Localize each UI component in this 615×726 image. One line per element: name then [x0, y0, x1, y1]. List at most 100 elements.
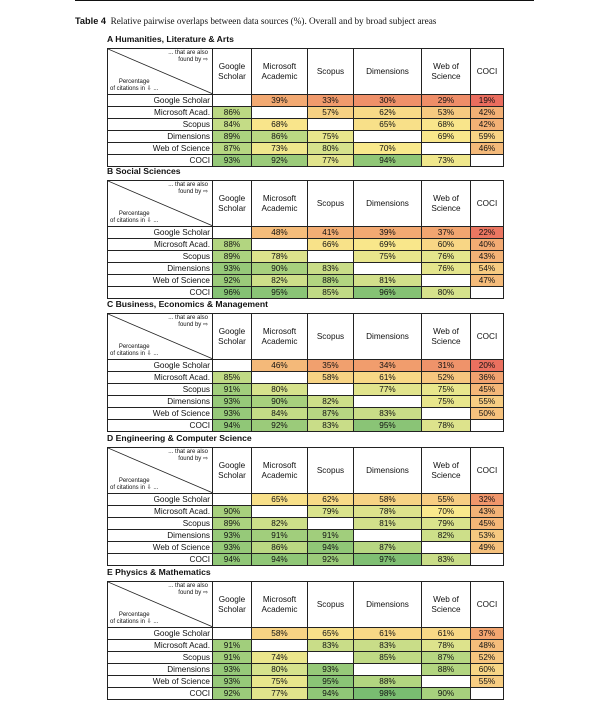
overlap-cell: 88% — [212, 238, 252, 251]
row-label: Dimensions — [107, 395, 213, 408]
overlap-cell: 22% — [470, 226, 504, 239]
overlap-cell: 60% — [421, 238, 471, 251]
column-header-line: Google — [218, 193, 246, 203]
row-label: COCI — [107, 286, 213, 299]
overlap-cell: 86% — [251, 130, 308, 143]
overlap-cell: 80% — [421, 286, 471, 299]
corner-cell: ... that are also found by ⇨ Percentage of … — [107, 447, 213, 494]
overlap-cell: 78% — [421, 639, 471, 652]
row-label: COCI — [107, 419, 213, 432]
corner-bottom-line2: of citations in ⇩ ... — [110, 485, 159, 491]
column-header: Google Scholar — [212, 447, 252, 494]
overlap-cell: 65% — [251, 493, 308, 506]
corner-bottom-label: Percentage of citations in ⇩ ... — [110, 478, 158, 492]
column-header-line: Web of — [433, 193, 459, 203]
overlap-cell: 94% — [212, 419, 252, 432]
row-label: Microsoft Acad. — [107, 238, 213, 251]
column-header-line: Google — [218, 460, 246, 470]
corner-top-label: ... that are also found by ⇨ — [168, 583, 208, 597]
column-header: Scopus — [307, 48, 354, 95]
overlap-cell: 94% — [212, 553, 252, 566]
overlap-cell: 73% — [421, 154, 471, 167]
overlap-table: ... that are also found by ⇨ Percentage of … — [107, 313, 504, 432]
overlap-cell: 58% — [353, 493, 422, 506]
overlap-cell: 66% — [307, 238, 354, 251]
corner-cell: ... that are also found by ⇨ Percentage of … — [107, 581, 213, 628]
column-header: Dimensions — [353, 48, 422, 95]
overlap-cell: 85% — [353, 651, 422, 664]
overlap-cell: 93% — [212, 262, 252, 275]
column-header-line: Science — [431, 604, 461, 614]
corner-diagonal — [108, 582, 212, 627]
column-header: Microsoft Academic — [251, 581, 308, 628]
overlap-cell: 92% — [212, 274, 252, 287]
row-label: Google Scholar — [107, 493, 213, 506]
corner-bottom-line1: Percentage — [118, 79, 150, 85]
header-row: ... that are also found by ⇨ Percentage of … — [107, 581, 504, 628]
overlap-cell — [470, 553, 504, 566]
overlap-cell: 93% — [307, 663, 354, 676]
corner-bottom-line2: of citations in ⇩ ... — [110, 218, 159, 224]
corner-top-label: ... that are also found by ⇨ — [168, 315, 208, 329]
column-header-line: Web of — [433, 61, 459, 71]
column-header: Web of Science — [421, 48, 471, 95]
overlap-cell: 93% — [212, 407, 252, 420]
column-header-line: Microsoft — [262, 460, 297, 470]
table-row: Web of Science 92% 82% 88% 81% 47% — [107, 274, 504, 287]
overlap-table: ... that are also found by ⇨ Percentage of … — [107, 48, 504, 167]
overlap-cell: 90% — [212, 505, 252, 518]
table-row: Microsoft Acad. 91% 83% 83% 78% 48% — [107, 639, 504, 652]
overlap-cell: 82% — [421, 529, 471, 542]
overlap-cell — [353, 663, 422, 676]
overlap-cell: 58% — [307, 371, 354, 384]
overlap-cell: 69% — [421, 130, 471, 143]
column-header-line: Web of — [433, 460, 459, 470]
overlap-cell: 53% — [421, 106, 471, 119]
row-label: Dimensions — [107, 663, 213, 676]
row-label: Scopus — [107, 651, 213, 664]
column-header: Web of Science — [421, 581, 471, 628]
overlap-cell — [353, 262, 422, 275]
overlap-cell: 68% — [251, 118, 308, 131]
column-header-line: Microsoft — [262, 61, 297, 71]
row-label: Scopus — [107, 517, 213, 530]
corner-bottom-line1: Percentage — [118, 344, 150, 350]
overlap-cell: 93% — [212, 663, 252, 676]
column-header-line: Scholar — [218, 604, 246, 614]
corner-diagonal — [108, 181, 212, 226]
overlap-cell: 93% — [212, 529, 252, 542]
column-header: Google Scholar — [212, 313, 252, 360]
overlap-cell: 36% — [470, 371, 504, 384]
corner-bottom-line1: Percentage — [118, 211, 150, 217]
overlap-cell: 87% — [212, 142, 252, 155]
overlap-cell: 69% — [353, 238, 422, 251]
header-row: ... that are also found by ⇨ Percentage of … — [107, 447, 504, 494]
column-header: Microsoft Academic — [251, 447, 308, 494]
overlap-cell: 61% — [421, 627, 471, 640]
overlap-cell — [212, 226, 252, 239]
row-label: Web of Science — [107, 541, 213, 554]
overlap-cell — [212, 493, 252, 506]
overlap-cell: 74% — [251, 651, 308, 664]
corner-top-line1: ... that are also — [168, 182, 208, 188]
overlap-cell: 75% — [307, 130, 354, 143]
column-header-line: Science — [431, 336, 461, 346]
column-header: Web of Science — [421, 313, 471, 360]
overlap-cell: 90% — [421, 687, 471, 700]
overlap-cell: 32% — [470, 493, 504, 506]
overlap-cell: 76% — [421, 262, 471, 275]
column-header-line: Dimensions — [366, 599, 409, 609]
column-header-line: Science — [431, 71, 461, 81]
corner-top-line2: found by ⇨ — [178, 456, 208, 462]
overlap-cell: 62% — [353, 106, 422, 119]
overlap-cell: 37% — [470, 627, 504, 640]
overlap-cell: 84% — [251, 407, 308, 420]
overlap-table: ... that are also found by ⇨ Percentage of … — [107, 581, 504, 700]
column-header: Web of Science — [421, 180, 471, 227]
overlap-cell: 91% — [212, 651, 252, 664]
column-header-line: Academic — [261, 71, 298, 81]
overlap-cell: 61% — [353, 371, 422, 384]
overlap-cell — [307, 651, 354, 664]
column-header-line: Dimensions — [366, 331, 409, 341]
